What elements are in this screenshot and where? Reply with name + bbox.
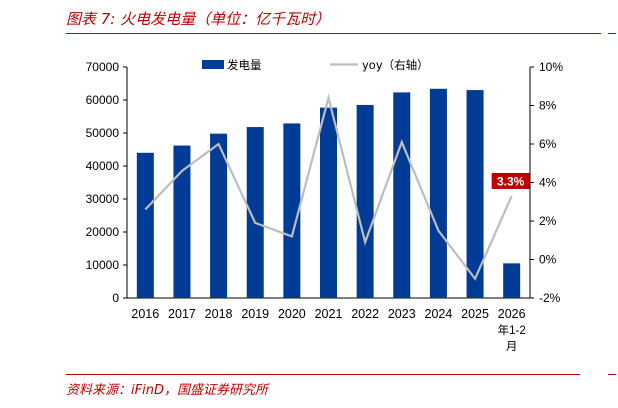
y2-tick-label: 8% — [539, 99, 557, 113]
y-tick-label: 20000 — [86, 225, 120, 239]
y-tick-label: 0 — [112, 291, 119, 305]
x-tick-label: 2026 年1-2 月 — [498, 307, 526, 353]
annotation-label: 3.3% — [497, 174, 525, 188]
bar — [210, 133, 228, 298]
bar — [246, 127, 264, 298]
bar — [503, 263, 521, 298]
x-tick-label: 2016 — [131, 307, 159, 321]
x-tick-label: 2021 — [315, 307, 343, 321]
x-tick-label: 2025 — [461, 307, 489, 321]
x-tick-label: 2018 — [205, 307, 233, 321]
title-rule — [66, 33, 601, 34]
x-tick-label: 2022 — [351, 307, 379, 321]
bar — [136, 152, 154, 298]
x-tick-label: 2017 — [168, 307, 196, 321]
legend-bar-swatch — [202, 60, 224, 69]
y-tick-label: 60000 — [86, 93, 120, 107]
y-tick-label: 70000 — [86, 60, 120, 74]
bar — [356, 104, 374, 298]
bar — [393, 92, 411, 298]
annotation: 3.3% — [491, 172, 530, 189]
x-tick-label: 2024 — [425, 307, 453, 321]
bar-series — [136, 88, 521, 299]
legend: 发电量 yoy（右轴） — [202, 58, 429, 72]
bar — [320, 107, 337, 298]
source-note: 资料来源：iFinD，国盛证券研究所 — [66, 383, 268, 398]
title-rule-dash — [608, 33, 616, 34]
bar — [466, 90, 484, 298]
bar — [429, 88, 447, 298]
axis-labels: 0 10000 20000 30000 40000 50000 60000 70000 -2% 0… — [86, 60, 564, 353]
line-series — [144, 93, 513, 281]
legend-bar-label: 发电量 — [227, 58, 262, 72]
y-tick-label: 30000 — [86, 192, 120, 206]
y-tick-label: 40000 — [86, 159, 120, 173]
y2-tick-label: 6% — [539, 137, 557, 151]
annotation-box — [491, 172, 530, 189]
bar — [173, 145, 191, 298]
y2-tick-label: -2% — [539, 291, 561, 305]
x-tick-label: 2019 — [241, 307, 269, 321]
bar — [283, 123, 301, 299]
x-tick-label: 2023 — [388, 307, 416, 321]
y2-tick-label: 0% — [539, 253, 557, 267]
x-tick-label: 2020 — [278, 307, 306, 321]
y-tick-label: 10000 — [86, 258, 120, 272]
source-rule — [66, 374, 580, 375]
y2-tick-label: 10% — [539, 60, 563, 74]
y2-tick-label: 4% — [539, 176, 557, 190]
y-tick-label: 50000 — [86, 126, 120, 140]
source-rule-dash — [608, 374, 616, 375]
figure-title: 图表 7: 火电发电量（单位：亿千瓦时） — [66, 10, 331, 28]
y2-tick-label: 2% — [539, 214, 557, 228]
legend-line-label: yoy（右轴） — [362, 58, 429, 72]
